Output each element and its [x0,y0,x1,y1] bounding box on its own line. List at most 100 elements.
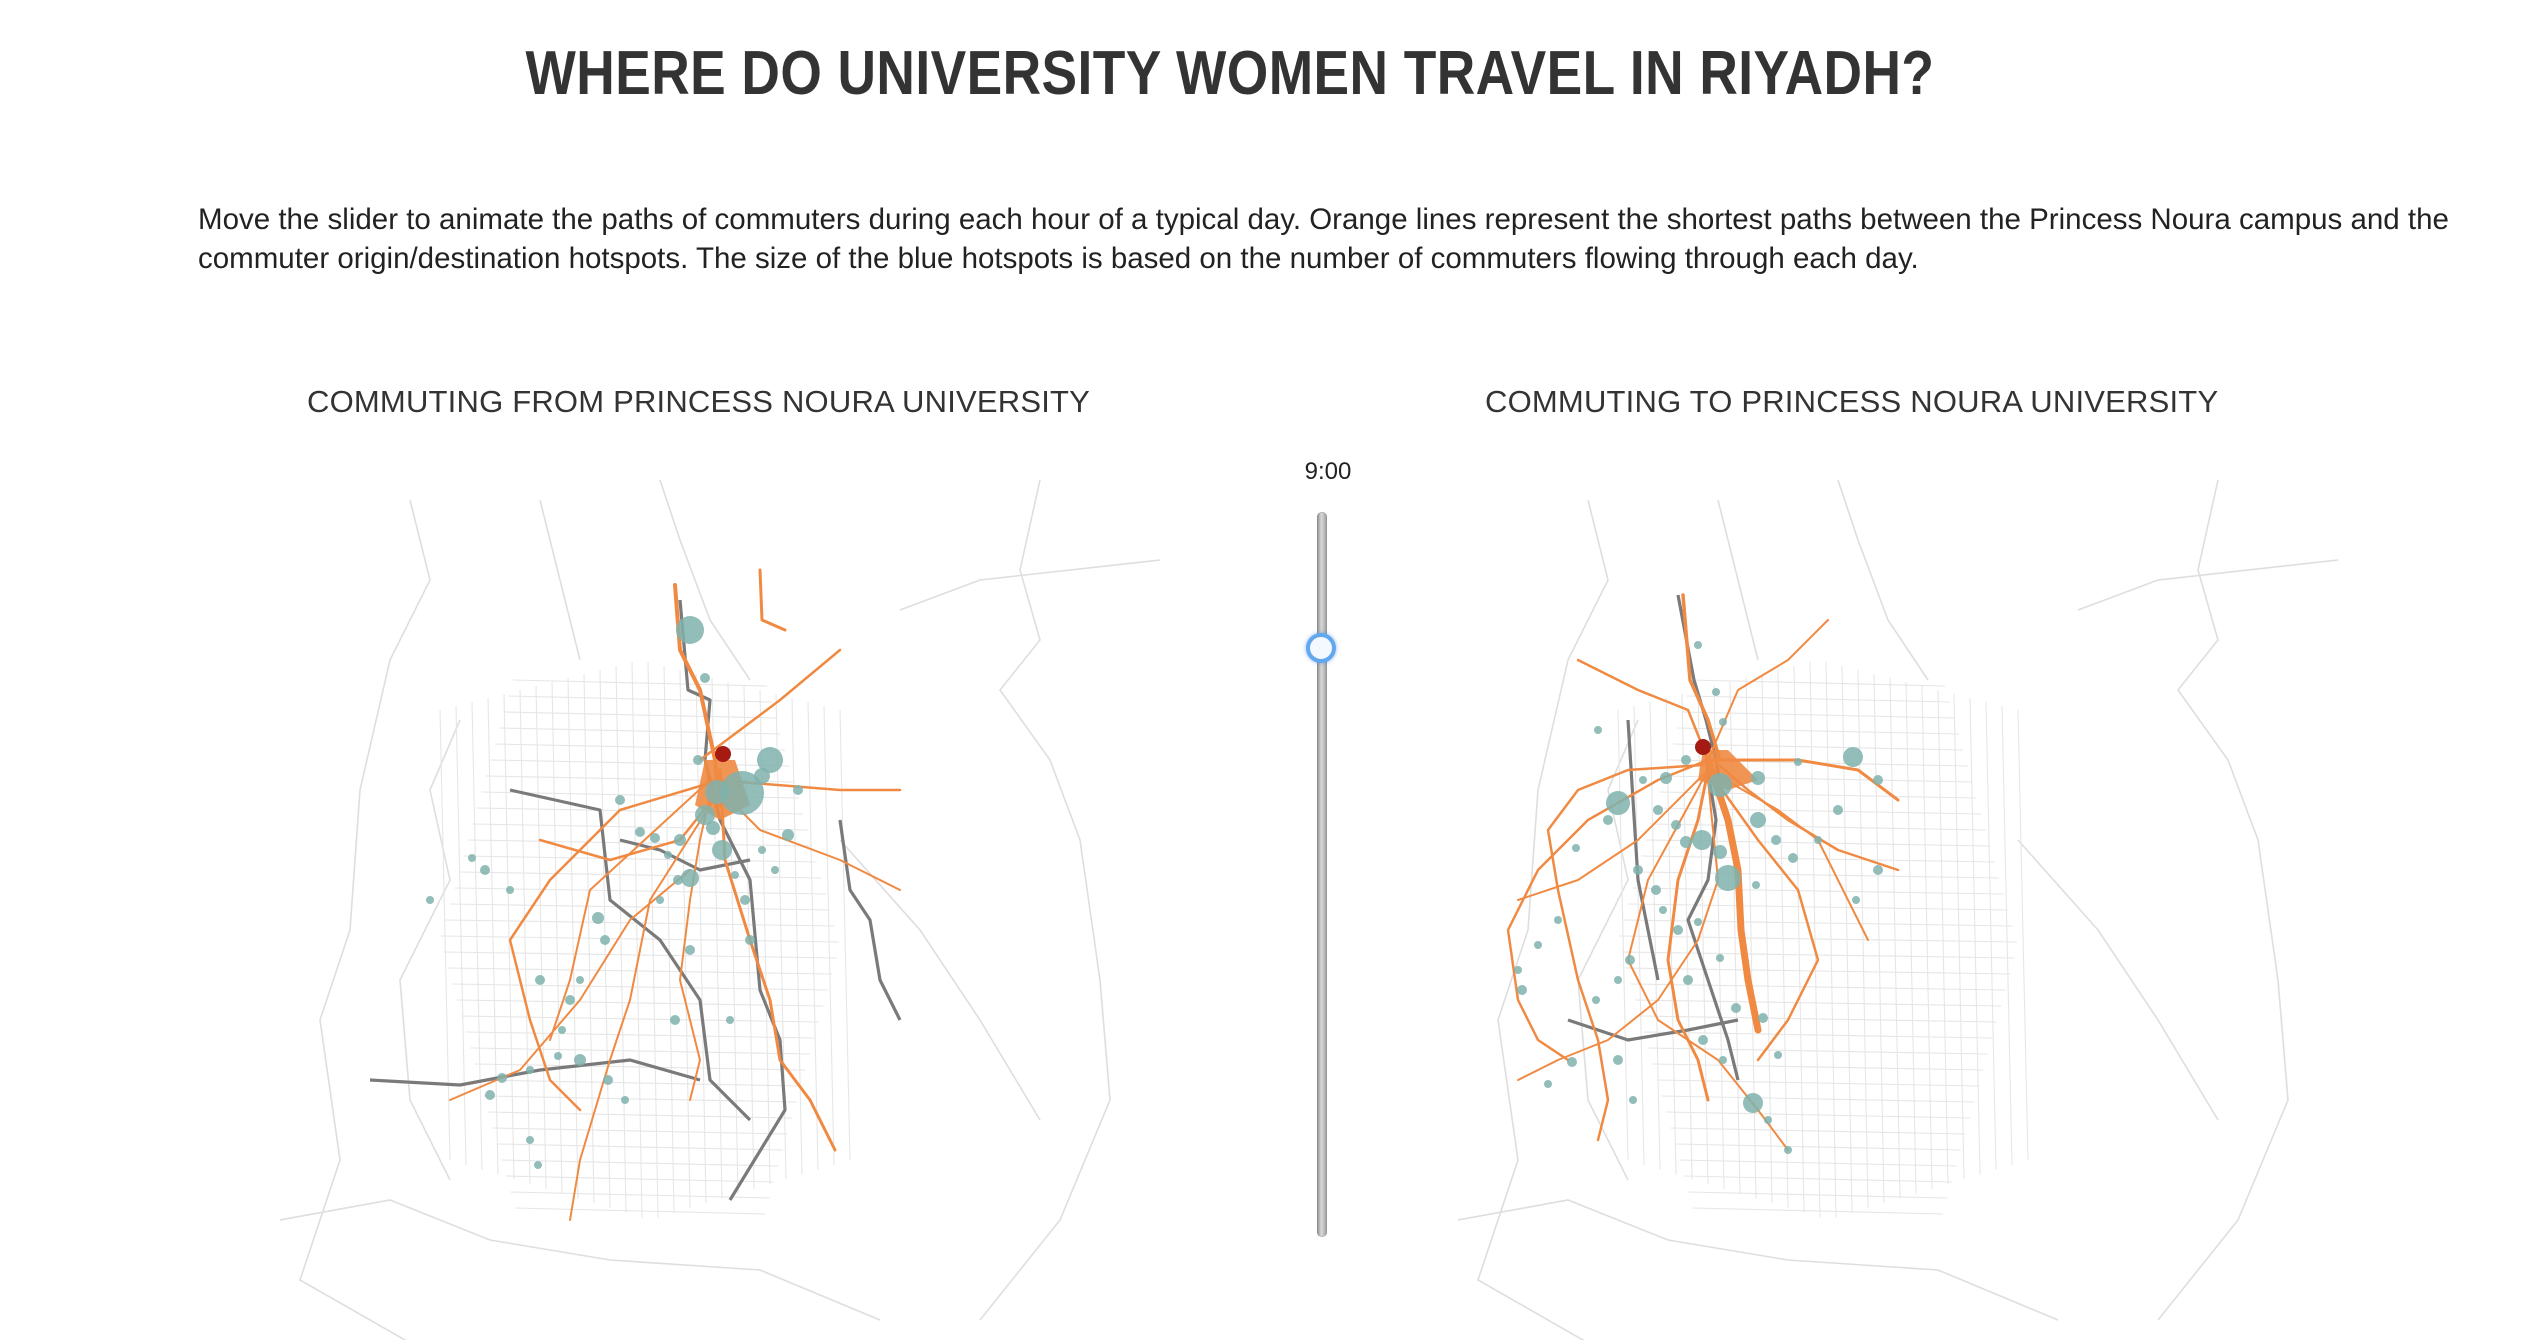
hotspot [554,1052,562,1060]
hour-slider-handle[interactable] [1306,633,1336,663]
highway [1477,499,1609,1340]
street [1634,999,2002,1007]
street [479,1079,801,1087]
hotspots [1514,641,1883,1154]
hotspot [1750,812,1766,828]
street [1623,919,2013,927]
city-grid [439,661,851,1218]
hotspot [1594,726,1602,734]
highway [839,839,1041,1121]
street [499,727,781,735]
hotspot [1514,966,1522,974]
street [1632,887,2004,895]
hotspot [615,795,625,805]
hotspot [1751,771,1765,785]
highway [1717,499,1759,661]
metro-line [678,599,787,1201]
hotspot [1833,805,1843,815]
commuter-path [698,648,842,762]
street [1649,701,1661,1170]
metro-line [1626,719,1660,981]
hotspot [1771,835,1781,845]
highway [299,499,431,1340]
hotspot [1712,688,1720,696]
street [512,679,768,687]
hotspot [1774,1051,1782,1059]
hotspot [1613,1055,1623,1065]
street [441,935,839,943]
hotspot [1673,925,1683,935]
street [506,1175,774,1183]
hotspot [1592,996,1600,1004]
hotspot [656,896,664,904]
street [1825,661,1837,1218]
hotspot [673,875,683,885]
hotspot [1708,773,1732,797]
street [631,661,643,1218]
commuter-path [569,789,721,1221]
street [487,697,499,1175]
street [1650,823,1986,831]
hotspot [1625,955,1635,965]
street [1677,727,1959,735]
hotspot [535,975,545,985]
highway [2017,839,2219,1121]
highway [899,559,1161,611]
hotspot [757,747,783,773]
hour-slider-track[interactable] [1317,512,1327,1237]
commuter-path [1517,769,1709,901]
hotspot [1544,1080,1552,1088]
street [1639,1015,1997,1023]
hotspot [731,871,739,879]
metro-line [369,1058,701,1087]
highway [2157,479,2289,1321]
hotspot [1713,845,1727,859]
street [1688,1191,1948,1199]
hotspot [1788,853,1798,863]
highway [659,479,751,681]
commuter-path [1506,758,1710,1062]
street [1643,1031,1993,1039]
street [1985,701,1997,1170]
hotspot [1554,916,1562,924]
street [1969,697,1981,1175]
hotspot [526,1136,534,1144]
hotspot [793,785,803,795]
street [470,1047,810,1055]
hotspot [720,771,764,815]
hotspot [758,846,766,854]
hotspot [1692,830,1712,850]
commuter-path [1706,768,1820,1062]
map-title-from: COMMUTING FROM PRINCESS NOURA UNIVERSITY [307,384,1091,419]
street [488,1111,792,1119]
street [1921,685,1933,1189]
hotspot [1659,906,1667,914]
hotspot [695,805,715,825]
hotspot [1743,1093,1763,1113]
hotspot [576,976,584,984]
hotspot [621,1096,629,1104]
hotspot [480,865,490,875]
hotspot [1517,985,1527,995]
street [1648,1047,1988,1055]
street [501,1159,779,1167]
map-title-to: COMMUTING TO PRINCESS NOURA UNIVERSITY [1485,384,2219,419]
hotspot [1752,881,1760,889]
hotspot [726,1016,734,1024]
hotspot [740,895,750,905]
hotspot [1716,954,1724,962]
street [497,1143,783,1151]
hotspot [745,935,755,945]
street [1637,871,1999,879]
hotspot [1606,791,1630,815]
hotspot [1873,775,1883,785]
street [1625,967,2011,975]
hotspot [1683,975,1693,985]
commuter-path [508,778,722,1112]
street [1686,695,1950,703]
hotspot [1843,747,1863,767]
hotspots [426,616,803,1169]
hotspot [1719,718,1727,726]
time-label: 9:00 [1304,458,1352,485]
street [807,701,819,1170]
